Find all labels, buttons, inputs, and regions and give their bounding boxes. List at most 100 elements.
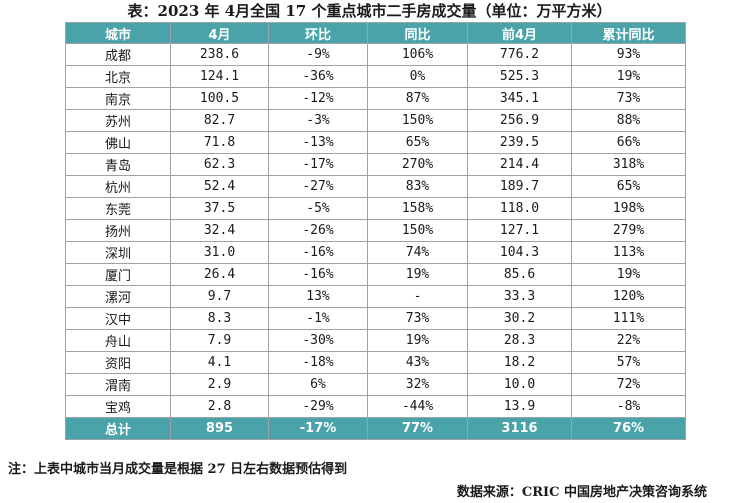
yoy-cell: 19%: [367, 263, 468, 286]
table-row: 北京 124.1 -36% 0% 525.3 19%: [65, 65, 686, 88]
yoy-cell: 32%: [367, 373, 468, 396]
ytd-cell: 239.5: [467, 131, 572, 154]
mom-cell: -30%: [268, 329, 368, 352]
ytd-cell: 214.4: [467, 153, 572, 176]
column-header: 城市: [65, 22, 171, 44]
ytd-cell: 127.1: [467, 219, 572, 242]
table-row: 汉中 8.3 -1% 73% 30.2 111%: [65, 307, 686, 330]
column-header: 累计同比: [571, 22, 686, 44]
ytd-cell: 104.3: [467, 241, 572, 264]
ytd-yoy-cell: 120%: [571, 285, 686, 308]
mom-cell: -5%: [268, 197, 368, 220]
total-april-cell: 895: [170, 417, 269, 440]
data-source: 数据来源：CRIC 中国房地产决策咨询系统: [456, 485, 707, 500]
ytd-cell: 10.0: [467, 373, 572, 396]
mom-cell: -16%: [268, 241, 368, 264]
ytd-yoy-cell: 198%: [571, 197, 686, 220]
city-cell: 深圳: [65, 241, 171, 264]
ytd-yoy-cell: 22%: [571, 329, 686, 352]
total-mom-cell: -17%: [268, 417, 368, 440]
april-cell: 2.9: [170, 373, 269, 396]
ytd-cell: 85.6: [467, 263, 572, 286]
city-cell: 渭南: [65, 373, 171, 396]
column-header: 4月: [170, 22, 269, 44]
table-title: 表：2023 年 4月全国 17 个重点城市二手房成交量（单位：万平方米）: [127, 2, 612, 20]
table-body: 成都 238.6 -9% 106% 776.2 93% 北京 124.1 -36% 0% 525.3…: [65, 43, 686, 440]
yoy-cell: 106%: [367, 43, 468, 66]
table-row: 杭州 52.4 -27% 83% 189.7 65%: [65, 175, 686, 198]
total-row: 总计 895 -17% 77% 3116 76%: [65, 417, 686, 440]
april-cell: 4.1: [170, 351, 269, 374]
april-cell: 71.8: [170, 131, 269, 154]
april-cell: 2.8: [170, 395, 269, 418]
yoy-cell: 83%: [367, 175, 468, 198]
ytd-yoy-cell: 19%: [571, 263, 686, 286]
ytd-cell: 345.1: [467, 87, 572, 110]
mom-cell: -29%: [268, 395, 368, 418]
footnote: 注：上表中城市当月成交量是根据 27 日左右数据预估得到: [8, 462, 348, 477]
yoy-cell: -: [367, 285, 468, 308]
ytd-yoy-cell: 113%: [571, 241, 686, 264]
header-row: 城市 4月 环比 同比 前4月 累计同比: [65, 22, 686, 44]
mom-cell: -13%: [268, 131, 368, 154]
mom-cell: -26%: [268, 219, 368, 242]
april-cell: 26.4: [170, 263, 269, 286]
april-cell: 100.5: [170, 87, 269, 110]
yoy-cell: -44%: [367, 395, 468, 418]
city-cell: 资阳: [65, 351, 171, 374]
ytd-cell: 18.2: [467, 351, 572, 374]
ytd-yoy-cell: 88%: [571, 109, 686, 132]
yoy-cell: 158%: [367, 197, 468, 220]
total-ytd-cell: 3116: [467, 417, 572, 440]
table-row: 东莞 37.5 -5% 158% 118.0 198%: [65, 197, 686, 220]
transaction-table: 城市 4月 环比 同比 前4月 累计同比 成都 238.6 -9% 106% 776.2…: [65, 22, 686, 440]
ytd-cell: 33.3: [467, 285, 572, 308]
table-row: 南京 100.5 -12% 87% 345.1 73%: [65, 87, 686, 110]
yoy-cell: 74%: [367, 241, 468, 264]
ytd-yoy-cell: 57%: [571, 351, 686, 374]
city-cell: 佛山: [65, 131, 171, 154]
april-cell: 8.3: [170, 307, 269, 330]
table-row: 苏州 82.7 -3% 150% 256.9 88%: [65, 109, 686, 132]
yoy-cell: 150%: [367, 219, 468, 242]
city-cell: 南京: [65, 87, 171, 110]
april-cell: 31.0: [170, 241, 269, 264]
table-row: 厦门 26.4 -16% 19% 85.6 19%: [65, 263, 686, 286]
ytd-yoy-cell: 318%: [571, 153, 686, 176]
table-row: 深圳 31.0 -16% 74% 104.3 113%: [65, 241, 686, 264]
mom-cell: 6%: [268, 373, 368, 396]
city-cell: 东莞: [65, 197, 171, 220]
april-cell: 52.4: [170, 175, 269, 198]
ytd-cell: 13.9: [467, 395, 572, 418]
yoy-cell: 150%: [367, 109, 468, 132]
mom-cell: -12%: [268, 87, 368, 110]
mom-cell: -27%: [268, 175, 368, 198]
ytd-cell: 256.9: [467, 109, 572, 132]
mom-cell: -18%: [268, 351, 368, 374]
ytd-cell: 776.2: [467, 43, 572, 66]
ytd-yoy-cell: -8%: [571, 395, 686, 418]
table-row: 宝鸡 2.8 -29% -44% 13.9 -8%: [65, 395, 686, 418]
april-cell: 124.1: [170, 65, 269, 88]
table-row: 扬州 32.4 -26% 150% 127.1 279%: [65, 219, 686, 242]
ytd-yoy-cell: 72%: [571, 373, 686, 396]
ytd-cell: 118.0: [467, 197, 572, 220]
city-cell: 北京: [65, 65, 171, 88]
table-row: 青岛 62.3 -17% 270% 214.4 318%: [65, 153, 686, 176]
mom-cell: -17%: [268, 153, 368, 176]
ytd-cell: 525.3: [467, 65, 572, 88]
table-row: 渭南 2.9 6% 32% 10.0 72%: [65, 373, 686, 396]
city-cell: 苏州: [65, 109, 171, 132]
ytd-yoy-cell: 111%: [571, 307, 686, 330]
city-cell: 漯河: [65, 285, 171, 308]
city-cell: 宝鸡: [65, 395, 171, 418]
column-header: 前4月: [467, 22, 572, 44]
mom-cell: -1%: [268, 307, 368, 330]
city-cell: 青岛: [65, 153, 171, 176]
mom-cell: -9%: [268, 43, 368, 66]
city-cell: 舟山: [65, 329, 171, 352]
mom-cell: -16%: [268, 263, 368, 286]
april-cell: 9.7: [170, 285, 269, 308]
city-cell: 汉中: [65, 307, 171, 330]
april-cell: 238.6: [170, 43, 269, 66]
